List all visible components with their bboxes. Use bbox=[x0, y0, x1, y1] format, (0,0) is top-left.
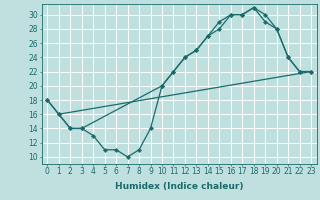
X-axis label: Humidex (Indice chaleur): Humidex (Indice chaleur) bbox=[115, 182, 244, 191]
